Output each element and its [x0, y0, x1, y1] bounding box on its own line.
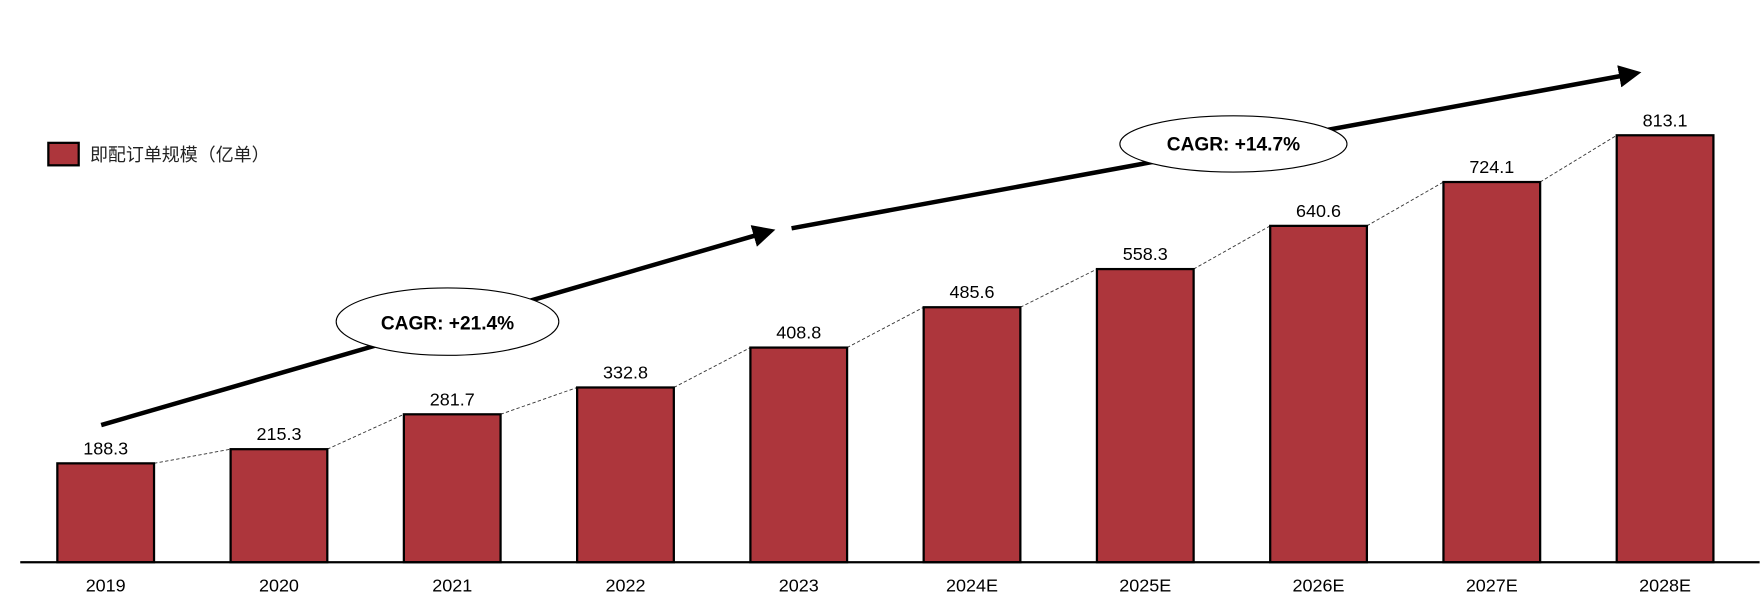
x-tick-2026E: 2026E: [1293, 575, 1345, 595]
connector-line: [1366, 181, 1444, 227]
x-tick-2028E: 2028E: [1639, 575, 1691, 595]
legend: 即配订单规模（亿单）: [47, 141, 270, 167]
bar-2026E: [1269, 224, 1369, 564]
cagr-label-1: CAGR: +21.4%: [381, 313, 514, 334]
bar-2025E: [1095, 267, 1195, 564]
value-label-2028E: 813.1: [1643, 110, 1688, 130]
bar-2027E: [1442, 180, 1542, 564]
cagr-arrow-1: CAGR: +21.4%: [100, 225, 776, 428]
value-label-2023: 408.8: [776, 323, 821, 343]
x-tick-2019: 2019: [86, 575, 126, 595]
value-label-2019: 188.3: [83, 438, 128, 458]
cagr-ellipse-1: [335, 287, 560, 356]
connector-line: [153, 448, 231, 464]
x-tick-2021: 2021: [432, 575, 472, 595]
bar-2021: [402, 413, 502, 564]
x-tick-2024E: 2024E: [946, 575, 998, 595]
value-label-2024E: 485.6: [950, 282, 995, 302]
x-tick-2023: 2023: [779, 575, 819, 595]
cagr-arrow-2: CAGR: +14.7%: [791, 65, 1642, 231]
x-tick-2025E: 2025E: [1119, 575, 1171, 595]
value-label-2027E: 724.1: [1469, 157, 1514, 177]
value-label-2021: 281.7: [430, 389, 475, 409]
x-tick-2022: 2022: [605, 575, 645, 595]
bar-2028E: [1615, 134, 1715, 564]
value-label-2020: 215.3: [256, 424, 301, 444]
bar-2022: [576, 386, 675, 564]
connector-line: [1193, 225, 1271, 270]
bar-2020: [229, 448, 329, 564]
value-label-2022: 332.8: [603, 362, 648, 382]
x-tick-2027E: 2027E: [1466, 575, 1518, 595]
value-label-2026E: 640.6: [1296, 201, 1341, 221]
connector-line: [673, 347, 751, 388]
value-label-2025E: 558.3: [1123, 244, 1168, 264]
legend-label: 即配订单规模（亿单）: [90, 145, 270, 166]
x-tick-2020: 2020: [259, 575, 299, 595]
connector-line: [327, 413, 405, 450]
connector-line: [1539, 134, 1617, 183]
connector-line: [1020, 268, 1098, 308]
bar-2019: [56, 462, 156, 564]
connector-line: [500, 387, 578, 415]
connector-line: [846, 306, 924, 348]
bar-2024E: [922, 306, 1022, 564]
bar-2023: [749, 346, 849, 564]
legend-swatch: [47, 141, 80, 167]
cagr-label-2: CAGR: +14.7%: [1167, 135, 1300, 156]
cagr-ellipse-2: [1119, 115, 1348, 173]
